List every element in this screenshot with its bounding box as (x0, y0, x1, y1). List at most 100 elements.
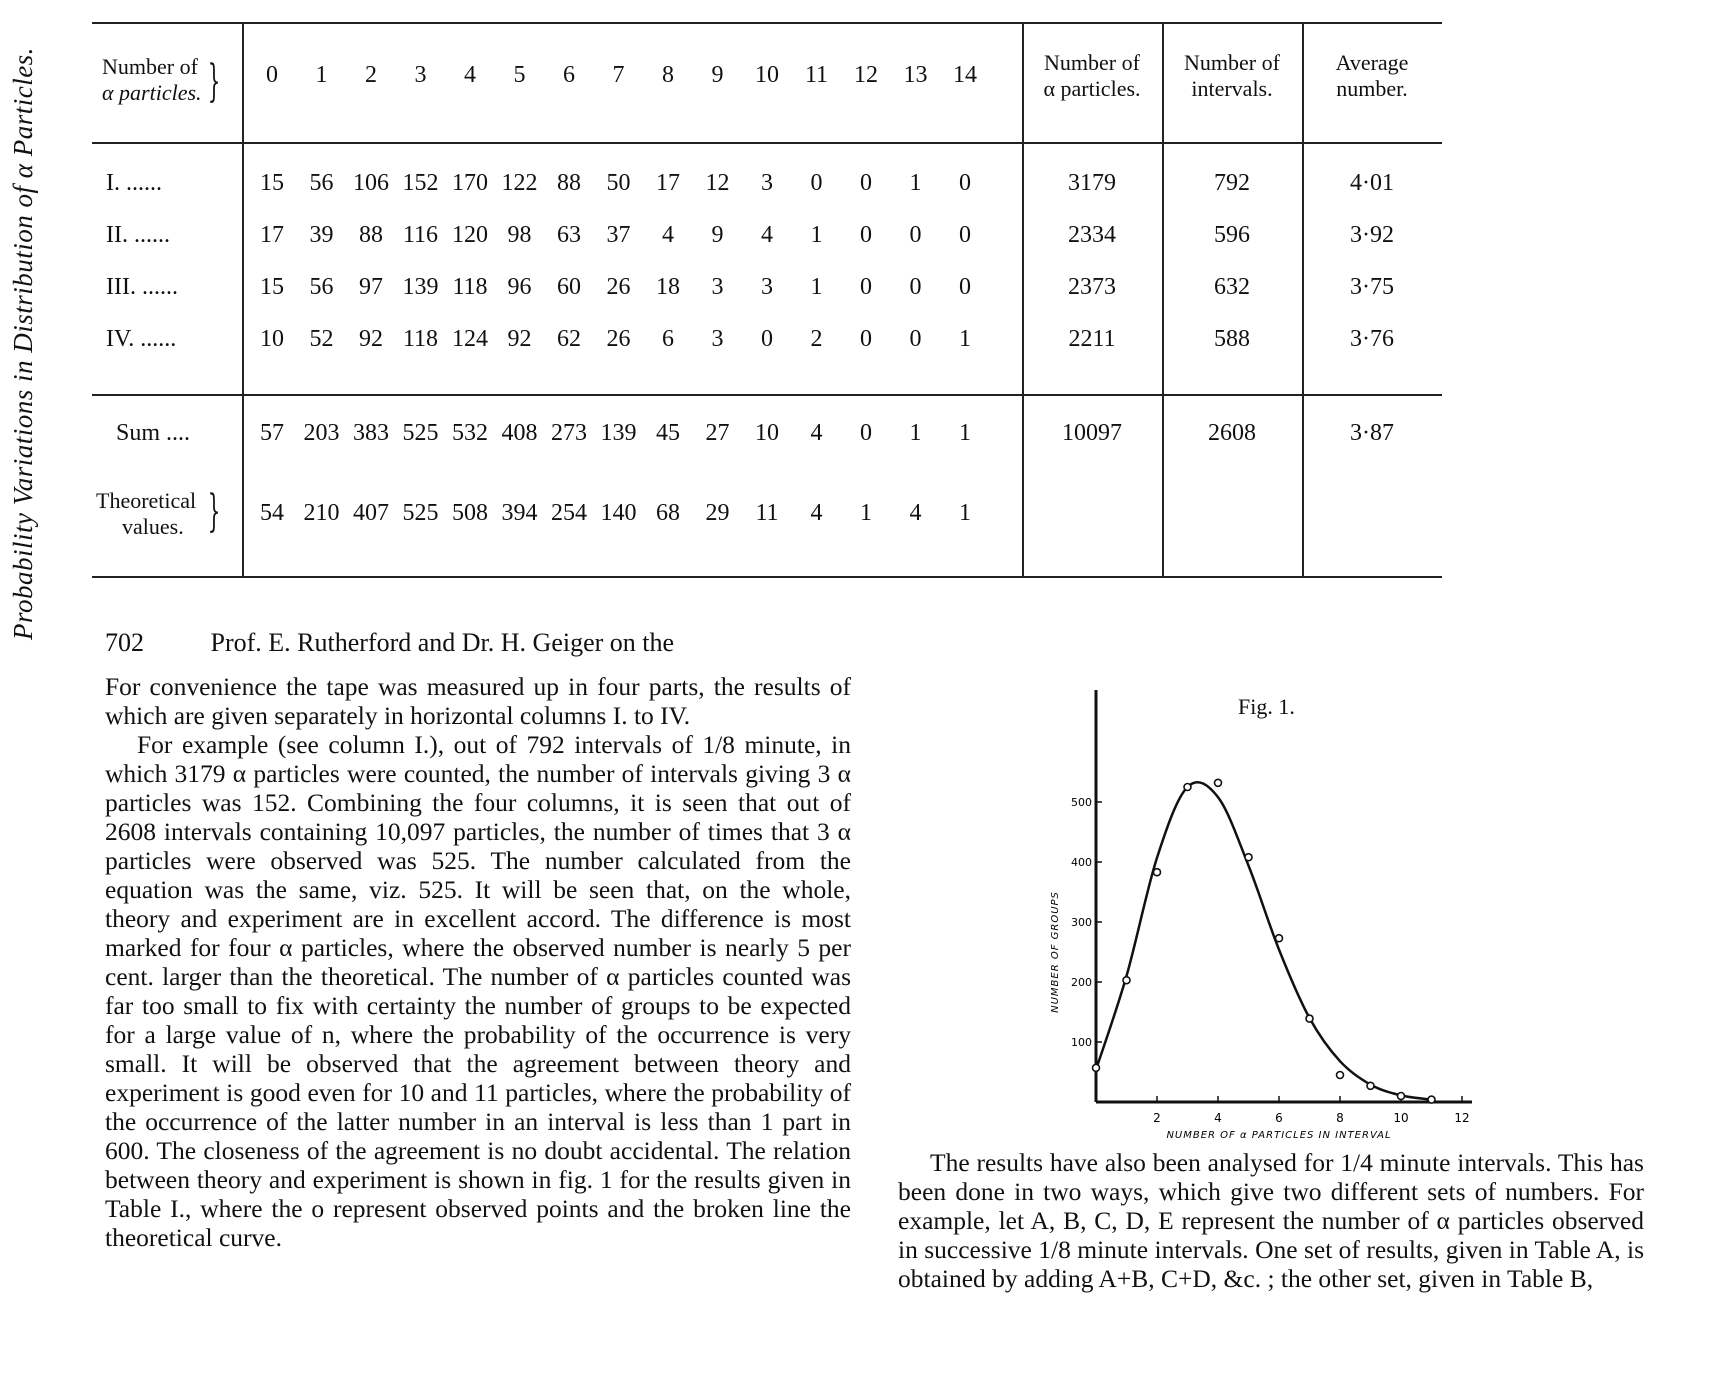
table-cell: 120 (452, 222, 488, 248)
table-cell: 0 (909, 326, 922, 352)
table-divider (1302, 24, 1304, 576)
observed-point (1213, 778, 1223, 788)
table-cell: 92 (507, 326, 532, 352)
figure-1-chart: 100 200 300 400 500 2 4 6 8 10 12 NUMBER OF α PARTI… (1050, 690, 1472, 1140)
y-axis-label: NUMBER OF GROUPS (1050, 891, 1061, 1013)
running-head-text: Prof. E. Rutherford and Dr. H. Geiger on… (210, 628, 675, 657)
y-tick-label: 500 (1071, 796, 1092, 809)
table-cell: 1 (959, 326, 971, 352)
total-cell: 2334 (1068, 222, 1116, 248)
corner-label-line2: α particles. (102, 80, 202, 105)
y-tick-label: 100 (1071, 1036, 1092, 1049)
table-cell: 88 (557, 170, 581, 196)
observed-point (1396, 1091, 1406, 1101)
right-paragraph-1: The results have also been analysed for … (898, 1148, 1644, 1293)
table-cell: 3 (711, 274, 724, 300)
sum-cell: 4 (810, 420, 823, 446)
table-divider (242, 24, 244, 576)
theory-cell: 508 (452, 500, 488, 526)
left-paragraph-1: For convenience the tape was measured up… (105, 672, 851, 730)
brace-glyph: } (207, 486, 221, 537)
table-cell: 0 (860, 170, 872, 196)
table-cell: 0 (959, 274, 971, 300)
x-tick-label: 6 (1275, 1111, 1283, 1125)
observed-point (1122, 975, 1131, 985)
table-cell: 92 (359, 326, 383, 352)
sum-cell: 139 (600, 420, 637, 446)
x-tick-label: 2 (1153, 1111, 1161, 1125)
theory-cell: 4 (909, 500, 922, 526)
sum-cell: 383 (353, 420, 389, 446)
table-cell: 0 (860, 326, 872, 352)
sum-cell: 10 (755, 420, 779, 446)
x-tick-label: 4 (1214, 1111, 1222, 1125)
table-cell: 62 (557, 326, 581, 352)
x-tick-label: 10 (1393, 1111, 1408, 1125)
table-cell: 118 (452, 274, 488, 300)
intervals-cell: 588 (1214, 326, 1250, 352)
running-head: 702 Prof. E. Rutherford and Dr. H. Geige… (105, 628, 674, 658)
theory-cell: 11 (755, 500, 779, 526)
table-cell: 26 (606, 274, 631, 300)
sum-cell: 1 (909, 420, 922, 446)
sum-cell: 525 (402, 420, 439, 446)
column-header: 14 (953, 62, 977, 88)
table-cell: 139 (402, 274, 439, 300)
table-cell: 18 (656, 274, 680, 300)
table-cell: 37 (606, 222, 631, 248)
column-header: 13 (903, 62, 928, 88)
distribution-table: Number of α particles. } Number of α par… (92, 22, 1442, 578)
total-cell: 2373 (1068, 274, 1116, 300)
column-header: 7 (612, 62, 625, 88)
average-cell: 3·75 (1350, 274, 1394, 300)
table-cell: 3 (711, 326, 724, 352)
total-header-line1: Number of (1044, 50, 1140, 75)
table-cell: 97 (359, 274, 383, 300)
table-cell: 118 (402, 326, 439, 352)
column-header: 8 (662, 62, 674, 88)
average-header-line2: number. (1336, 76, 1408, 101)
observed-point (1152, 867, 1162, 877)
sum-cell: 45 (656, 420, 680, 446)
row-label-sum: Sum .... (116, 420, 191, 446)
sum-average-cell: 3·87 (1350, 420, 1394, 446)
average-header-line1: Average (1335, 50, 1409, 75)
column-header: 4 (464, 62, 476, 88)
brace-glyph: } (207, 56, 221, 107)
average-header: Average number. (1302, 50, 1442, 102)
row-label-iv: IV. ...... (106, 326, 177, 352)
sum-cell: 57 (260, 420, 284, 446)
theory-label-line2: values. (122, 514, 184, 539)
sum-cell: 408 (501, 420, 538, 446)
table-divider (1022, 24, 1024, 576)
row-label-ii: II. ...... (106, 222, 170, 248)
table-cell: 2 (810, 326, 823, 352)
theory-cell: 29 (705, 500, 730, 526)
theory-cell: 140 (600, 500, 637, 526)
theory-label-line1: Theoretical (96, 488, 197, 513)
observed-point (1274, 933, 1284, 943)
theory-cell: 407 (353, 500, 389, 526)
corner-label-line1: Number of (102, 54, 198, 79)
table-cell: 0 (761, 326, 773, 352)
table-cell: 56 (309, 274, 334, 300)
table-cell: 10 (260, 326, 284, 352)
sum-cell: 27 (705, 420, 730, 446)
table-cell: 4 (662, 222, 674, 248)
observed-point (1091, 1063, 1101, 1073)
sum-cell: 532 (452, 420, 488, 446)
observed-point (1183, 782, 1192, 792)
intervals-header: Number of intervals. (1162, 50, 1302, 102)
table-cell: 3 (761, 274, 773, 300)
intervals-header-line2: intervals. (1191, 76, 1273, 101)
left-paragraph-2: For example (see column I.), out of 792 … (105, 730, 851, 1252)
table-cell: 3 (761, 170, 773, 196)
intervals-cell: 632 (1214, 274, 1250, 300)
theory-cell: 210 (303, 500, 340, 526)
page-number: 702 (105, 628, 144, 657)
intervals-cell: 792 (1214, 170, 1250, 196)
x-tick-label: 8 (1336, 1111, 1344, 1125)
sum-rule (92, 394, 1442, 396)
table-cell: 98 (507, 222, 532, 248)
table-cell: 0 (810, 170, 823, 196)
